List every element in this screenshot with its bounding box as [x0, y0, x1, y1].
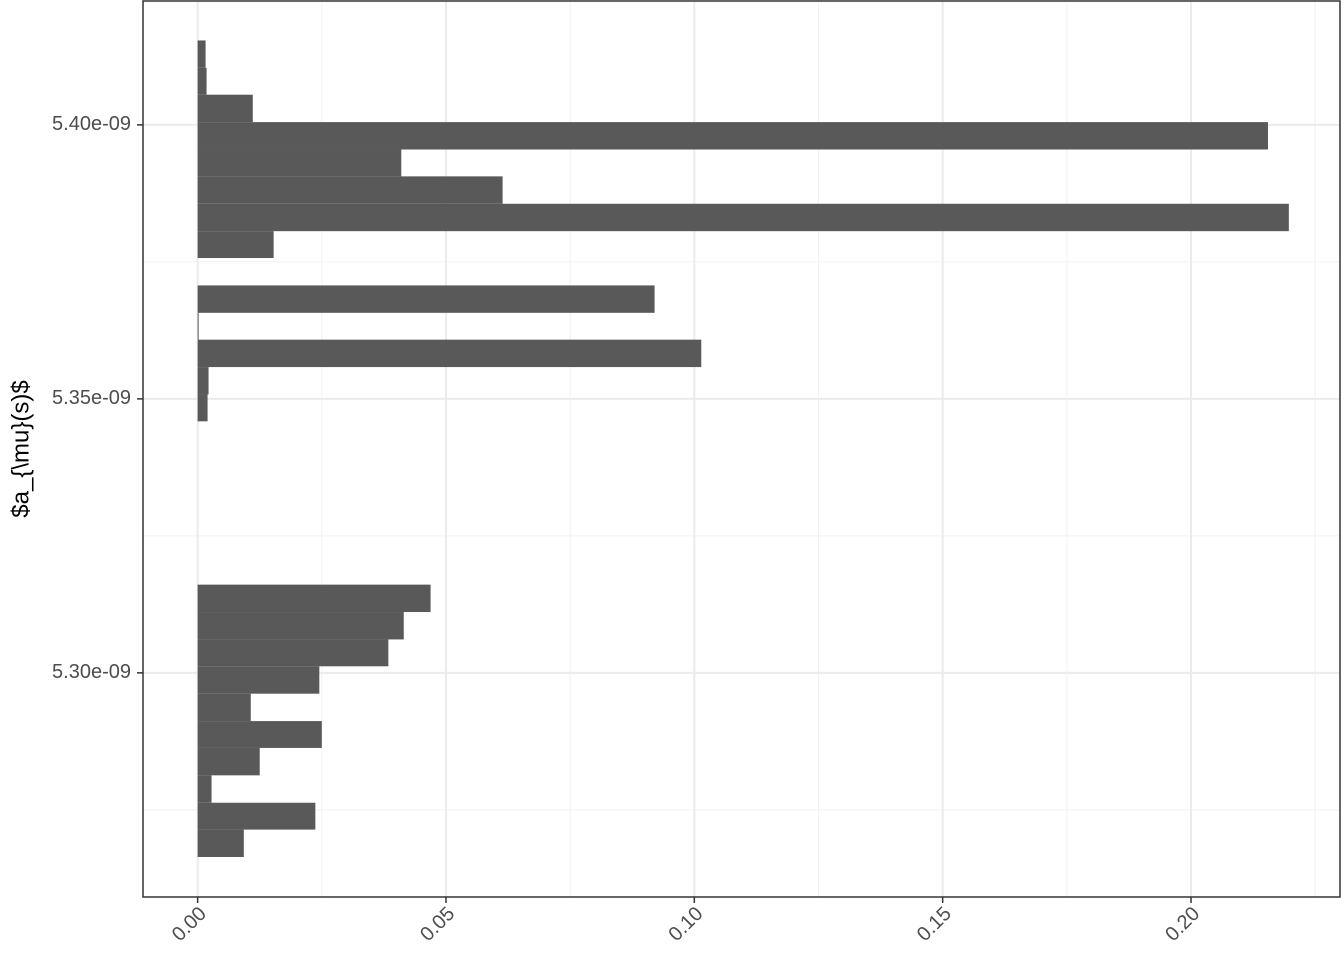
bar	[197, 747, 260, 776]
bar	[197, 394, 208, 422]
bar	[197, 122, 1268, 150]
x-tick-label: 0.20	[1161, 903, 1204, 946]
bar	[197, 802, 316, 830]
bar	[197, 40, 206, 68]
y-tick-label: 5.40e-09	[52, 113, 131, 135]
bar	[197, 203, 1289, 232]
y-axis-label: $a_{\mu}(s)$	[7, 380, 34, 517]
bar	[197, 693, 251, 722]
bar	[197, 666, 320, 694]
x-tick-label: 0.10	[664, 903, 707, 946]
bar	[197, 829, 244, 857]
bar	[197, 339, 702, 368]
x-tick-label: 0.15	[913, 903, 956, 946]
bar	[197, 312, 199, 340]
bar	[197, 639, 389, 667]
x-tick-label: 0.05	[416, 903, 459, 946]
y-tick-label: 5.30e-09	[52, 661, 131, 683]
x-tick-label: 0.00	[168, 903, 211, 946]
bar	[197, 367, 209, 395]
bar	[197, 775, 212, 803]
y-tick-label: 5.35e-09	[52, 387, 131, 409]
bar	[197, 285, 655, 313]
bar	[197, 584, 431, 613]
bar	[197, 176, 503, 204]
bar	[197, 721, 322, 748]
panel-border	[142, 0, 1341, 898]
bar	[197, 612, 404, 640]
bar	[197, 149, 402, 177]
bar	[197, 67, 207, 95]
bar	[197, 94, 253, 123]
bar	[197, 231, 274, 259]
